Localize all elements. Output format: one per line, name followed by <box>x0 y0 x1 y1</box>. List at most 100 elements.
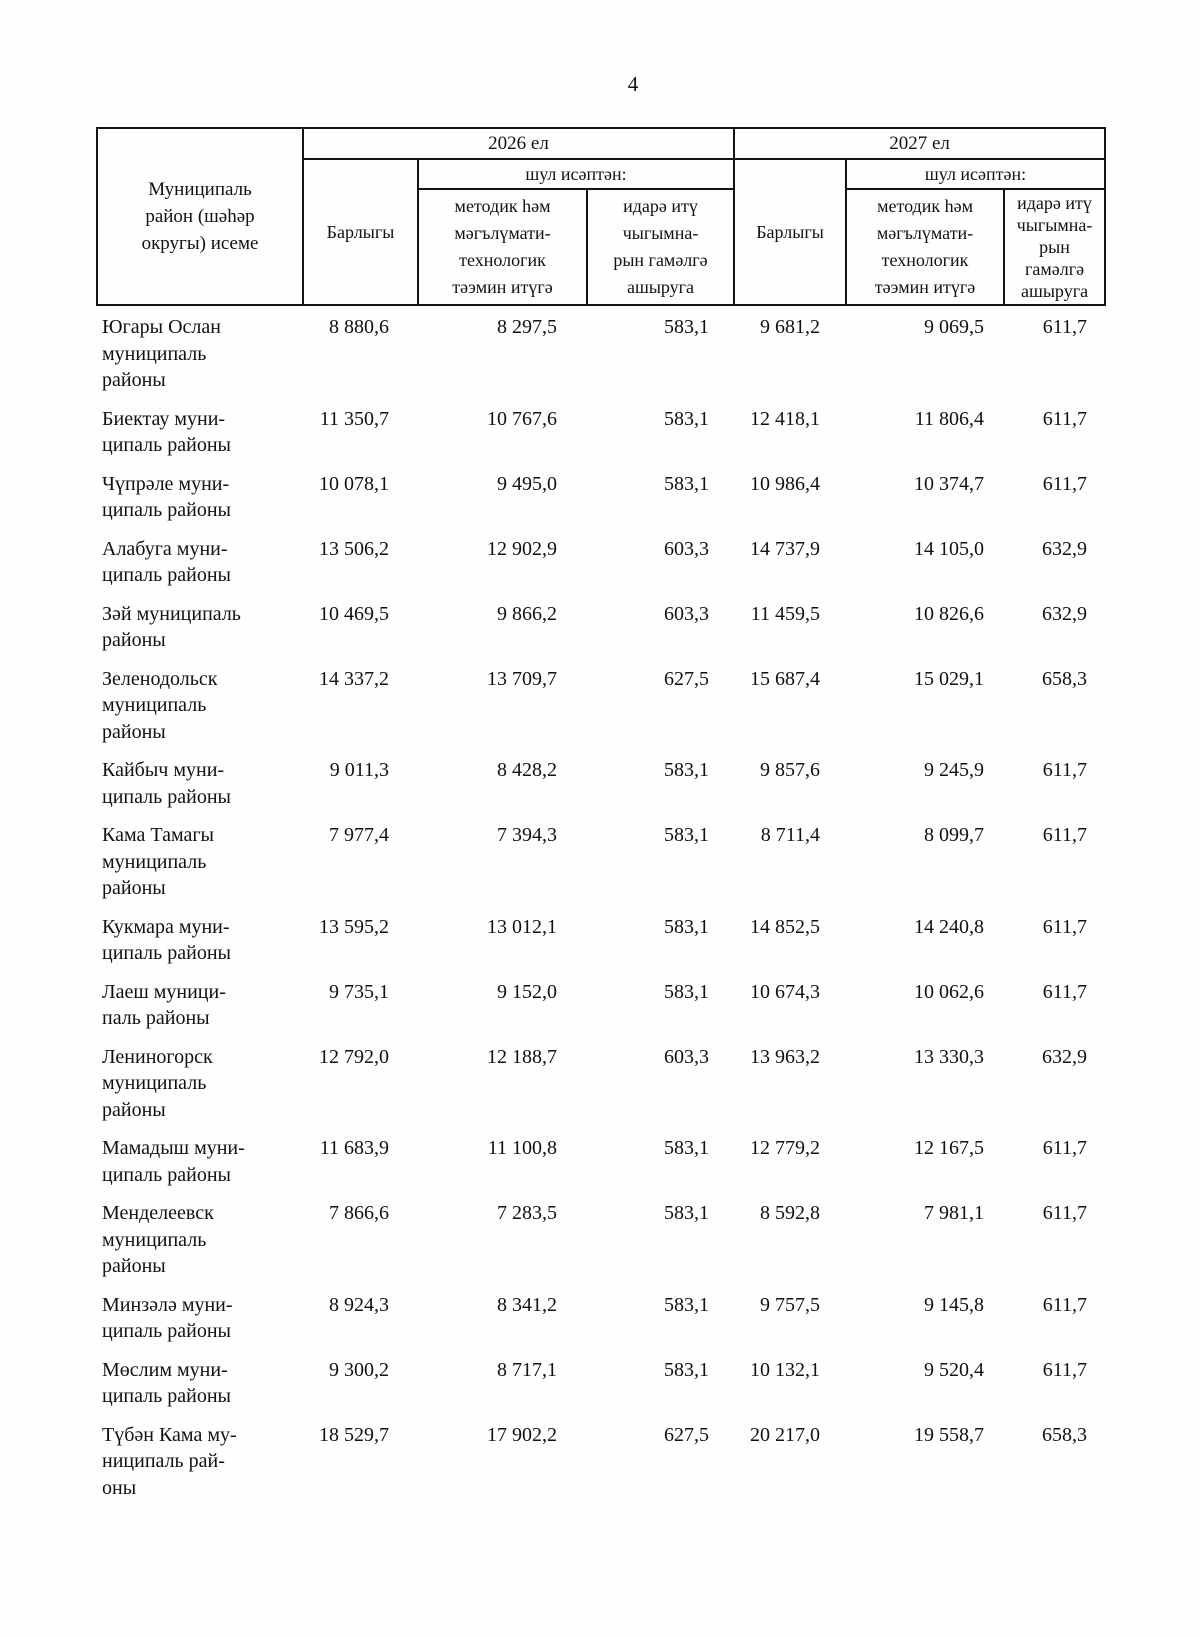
header-including-2026: шул исәптән: <box>416 158 736 190</box>
total-2026-value: 11 683,9 <box>319 1137 389 1159</box>
table-row: Зеленодольск муниципаль районы 14 337,2 … <box>97 666 1105 758</box>
admin-2027-value: 611,7 <box>1042 1202 1088 1224</box>
admin-2026-value: 583,1 <box>664 1137 710 1159</box>
admin-2026-value: 603,3 <box>664 1045 710 1068</box>
table-row: Кайбыч муни- ципаль районы 9 011,3 8 428… <box>97 757 1105 822</box>
admin-2027-value: 611,7 <box>1042 1358 1088 1381</box>
methodic-2026-value: 11 100,8 <box>487 1137 557 1159</box>
methodic-2027-value: 19 558,7 <box>914 1423 985 1446</box>
methodic-2026-value: 9 495,0 <box>497 472 557 495</box>
header-year-2027: 2027 ел <box>733 127 1107 160</box>
district-name: Менделеевск муниципаль районы <box>102 1202 214 1277</box>
total-2026-value: 8 880,6 <box>329 316 389 338</box>
admin-2026-value: 583,1 <box>664 1358 710 1381</box>
total-2026-value: 9 735,1 <box>329 980 389 1003</box>
methodic-2026-value: 8 341,2 <box>497 1293 557 1316</box>
budget-table: Муниципаль район (шәһәр округы) исеме 20… <box>96 127 1107 1513</box>
total-2027-value: 13 963,2 <box>750 1045 821 1068</box>
admin-2026-value: 627,5 <box>664 1423 710 1446</box>
methodic-2027-value: 15 029,1 <box>914 667 985 690</box>
total-2026-value: 8 924,3 <box>329 1293 389 1316</box>
methodic-2026-value: 13 012,1 <box>487 915 557 938</box>
admin-2026-value: 583,1 <box>664 1293 710 1316</box>
table-row: Кукмара муни- ципаль районы 13 595,2 13 … <box>97 914 1105 979</box>
total-2026-value: 10 469,5 <box>319 602 389 625</box>
header-district-name: Муниципаль район (шәһәр округы) исеме <box>96 127 304 306</box>
methodic-2027-value: 10 826,6 <box>914 602 985 625</box>
district-name: Түбән Кама му- ниципаль рай- оны <box>102 1423 237 1499</box>
admin-2026-value: 583,1 <box>664 980 710 1003</box>
header-row-including: Барлыгы шул исәптән: Барлыгы шул исәптән… <box>97 158 1107 306</box>
district-name: Чүпрәле муни- ципаль районы <box>102 472 231 522</box>
methodic-2027-value: 14 105,0 <box>914 537 985 560</box>
admin-2027-value: 611,7 <box>1042 824 1088 846</box>
total-2026-value: 10 078,1 <box>319 472 389 495</box>
methodic-2027-value: 10 062,6 <box>914 980 985 1003</box>
header-admin-2027: идарә итү чыгымна- рын гамәлгә ашыруга <box>1003 188 1107 306</box>
admin-2027-value: 611,7 <box>1042 472 1088 495</box>
table-header: Муниципаль район (шәһәр округы) исеме 20… <box>96 127 1107 306</box>
methodic-2027-value: 13 330,3 <box>914 1045 985 1068</box>
methodic-2027-value: 9 069,5 <box>924 316 985 338</box>
table-row: Чүпрәле муни- ципаль районы 10 078,1 9 4… <box>97 471 1105 536</box>
methodic-2026-value: 8 297,5 <box>497 316 557 338</box>
total-2026-value: 13 595,2 <box>319 915 389 938</box>
admin-2026-value: 583,1 <box>664 824 710 846</box>
total-2027-value: 14 737,9 <box>750 537 821 560</box>
total-2027-value: 9 681,2 <box>760 316 821 338</box>
header-total-2027: Барлыгы <box>733 158 848 306</box>
methodic-2026-value: 12 188,7 <box>487 1045 557 1068</box>
methodic-2026-value: 17 902,2 <box>487 1423 557 1446</box>
total-2026-value: 11 350,7 <box>319 407 389 430</box>
admin-2027-value: 611,7 <box>1042 759 1088 781</box>
table-row: Алабуга муни- ципаль районы 13 506,2 12 … <box>97 536 1105 601</box>
total-2027-value: 8 592,8 <box>760 1202 821 1224</box>
table-row: Югары Ослан муниципаль районы 8 880,6 8 … <box>97 305 1105 406</box>
district-name: Биектау муни- ципаль районы <box>102 407 231 457</box>
methodic-2026-value: 9 152,0 <box>497 980 557 1003</box>
district-name: Лениногорск муниципаль районы <box>102 1045 213 1121</box>
methodic-2027-value: 9 145,8 <box>924 1293 985 1316</box>
methodic-2027-value: 12 167,5 <box>914 1137 985 1159</box>
district-name: Мөслим муни- ципаль районы <box>102 1358 231 1408</box>
methodic-2026-value: 12 902,9 <box>487 537 557 560</box>
methodic-2027-value: 7 981,1 <box>924 1202 985 1224</box>
table-row: Мөслим муни- ципаль районы 9 300,2 8 717… <box>97 1357 1105 1422</box>
district-name: Мамадыш муни- ципаль районы <box>102 1137 245 1186</box>
admin-2027-value: 611,7 <box>1042 1137 1088 1159</box>
admin-2027-value: 658,3 <box>1042 667 1088 690</box>
methodic-2027-value: 9 245,9 <box>924 759 985 781</box>
table-body: Югары Ослан муниципаль районы 8 880,6 8 … <box>97 305 1105 1513</box>
header-including-2027: шул исәптән: <box>845 158 1107 190</box>
total-2027-value: 9 757,5 <box>760 1293 821 1316</box>
header-total-2026: Барлыгы <box>302 158 419 306</box>
district-name: Зеленодольск муниципаль районы <box>102 667 218 743</box>
total-2026-value: 7 977,4 <box>329 824 389 846</box>
methodic-2026-value: 9 866,2 <box>497 602 557 625</box>
header-row-years: Муниципаль район (шәһәр округы) исеме 20… <box>96 127 1107 306</box>
admin-2027-value: 632,9 <box>1042 602 1088 625</box>
total-2027-value: 20 217,0 <box>750 1423 821 1446</box>
total-2027-value: 10 132,1 <box>750 1358 821 1381</box>
table-row: Менделеевск муниципаль районы 7 866,6 7 … <box>97 1200 1105 1292</box>
district-name: Кама Тамагы муниципаль районы <box>102 824 214 899</box>
header-methodic-2027: методик һәм мәгълүмати- технологик тәэми… <box>845 188 1006 306</box>
total-2026-value: 18 529,7 <box>319 1423 389 1446</box>
methodic-2026-value: 7 283,5 <box>497 1202 557 1224</box>
table-row: Минзәлә муни- ципаль районы 8 924,3 8 34… <box>97 1292 1105 1357</box>
table-row: Лениногорск муниципаль районы 12 792,0 1… <box>97 1044 1105 1136</box>
admin-2026-value: 583,1 <box>664 759 710 781</box>
district-name: Кукмара муни- ципаль районы <box>102 915 231 965</box>
total-2027-value: 15 687,4 <box>750 667 821 690</box>
total-2027-value: 14 852,5 <box>750 915 821 938</box>
methodic-2027-value: 14 240,8 <box>914 915 985 938</box>
total-2026-value: 9 300,2 <box>329 1358 389 1381</box>
methodic-2026-value: 10 767,6 <box>487 407 557 430</box>
header-row-subcolumns: методик һәм мәгълүмати- технологик тәэми… <box>97 188 1107 306</box>
total-2027-value: 12 779,2 <box>750 1137 821 1159</box>
admin-2026-value: 583,1 <box>664 472 710 495</box>
methodic-2027-value: 9 520,4 <box>924 1358 985 1381</box>
total-2026-value: 9 011,3 <box>329 759 389 781</box>
table-row: Мамадыш муни- ципаль районы 11 683,9 11 … <box>97 1135 1105 1200</box>
